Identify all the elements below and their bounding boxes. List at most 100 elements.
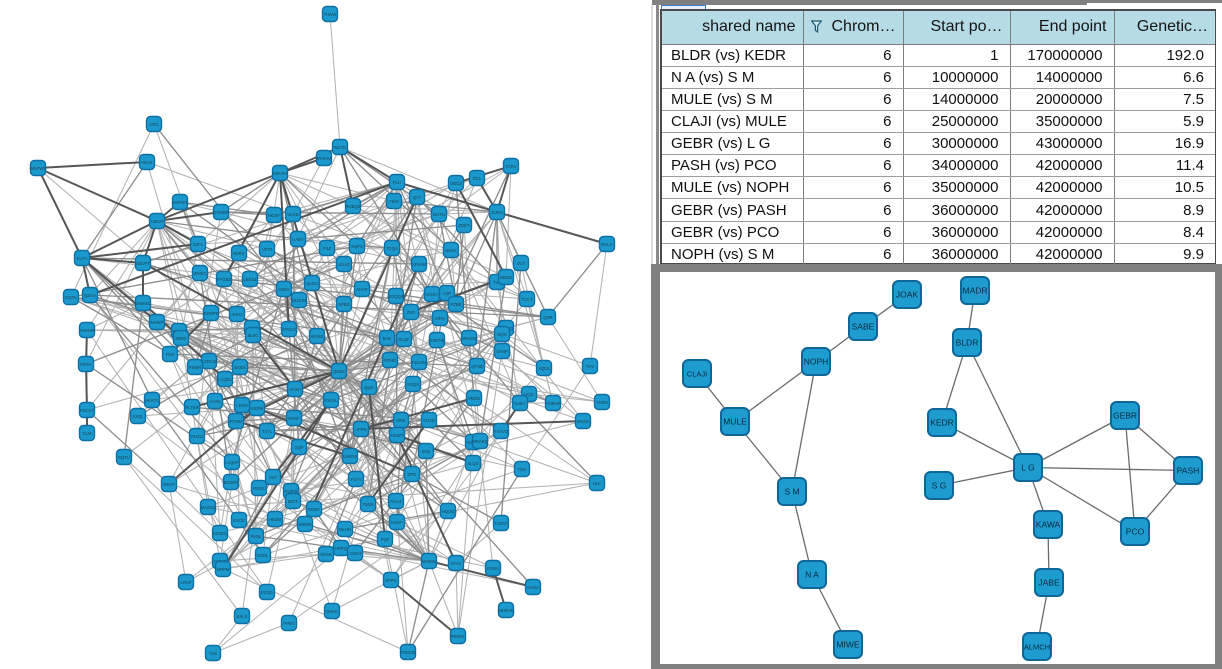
svg-text:WMEC: WMEC bbox=[193, 271, 206, 276]
svg-text:NAEV: NAEV bbox=[514, 401, 526, 406]
svg-text:MCKF: MCKF bbox=[268, 213, 280, 218]
svg-text:HQD: HQD bbox=[524, 392, 533, 397]
svg-text:PXZAL: PXZAL bbox=[324, 398, 338, 403]
svg-text:HHHHR: HHHHR bbox=[79, 328, 94, 333]
svg-text:N A: N A bbox=[805, 569, 819, 579]
svg-text:UAEV: UAEV bbox=[292, 237, 304, 242]
svg-text:STKCS: STKCS bbox=[282, 327, 296, 332]
svg-text:MSHT: MSHT bbox=[163, 482, 175, 487]
svg-text:BQTU: BQTU bbox=[118, 455, 130, 460]
svg-text:SPBG: SPBG bbox=[338, 302, 350, 307]
svg-text:ZBRC: ZBRC bbox=[175, 336, 186, 341]
svg-text:CLAJI: CLAJI bbox=[687, 369, 707, 378]
svg-text:XFNAB: XFNAB bbox=[412, 262, 426, 267]
svg-text:GBGZ: GBGZ bbox=[450, 181, 462, 186]
svg-text:QQX: QQX bbox=[364, 385, 374, 390]
svg-text:XQES: XQES bbox=[538, 366, 550, 371]
svg-text:ARUSW: ARUSW bbox=[461, 336, 477, 341]
svg-text:KEPM: KEPM bbox=[251, 406, 263, 411]
svg-text:SABE: SABE bbox=[852, 321, 875, 331]
svg-text:TXS: TXS bbox=[209, 651, 217, 656]
svg-text:BAE: BAE bbox=[383, 336, 392, 341]
svg-text:SLQS: SLQS bbox=[467, 461, 478, 466]
svg-text:SGEH: SGEH bbox=[349, 551, 361, 556]
svg-text:LRCP: LRCP bbox=[180, 580, 191, 585]
svg-text:RTNM: RTNM bbox=[230, 419, 243, 424]
svg-text:ZGQQS: ZGQQS bbox=[388, 294, 403, 299]
svg-text:MNK: MNK bbox=[396, 418, 406, 423]
svg-text:NQN: NQN bbox=[497, 332, 506, 337]
svg-text:VLGD: VLGD bbox=[287, 212, 298, 217]
svg-text:AHAP: AHAP bbox=[356, 287, 368, 292]
svg-text:ENS: ENS bbox=[422, 449, 431, 454]
svg-text:WUKE: WUKE bbox=[311, 334, 324, 339]
svg-text:KEDR: KEDR bbox=[930, 417, 954, 427]
svg-text:NESX: NESX bbox=[445, 248, 457, 253]
svg-text:TSTL: TSTL bbox=[262, 429, 273, 434]
svg-text:UWEM: UWEM bbox=[343, 454, 357, 459]
svg-text:PLU: PLU bbox=[393, 180, 401, 185]
svg-text:EZSES: EZSES bbox=[213, 531, 227, 536]
svg-text:EXCE: EXCE bbox=[233, 518, 245, 523]
svg-text:QFHE: QFHE bbox=[471, 364, 483, 369]
svg-text:WDN: WDN bbox=[279, 287, 289, 292]
svg-text:GBVFT: GBVFT bbox=[136, 261, 150, 266]
svg-text:MADR: MADR bbox=[962, 285, 987, 295]
svg-text:XKXTC: XKXTC bbox=[145, 398, 159, 403]
svg-text:EHLH: EHLH bbox=[601, 242, 612, 247]
svg-text:AFPN: AFPN bbox=[355, 427, 366, 432]
svg-text:TMBHF: TMBHF bbox=[546, 401, 561, 406]
svg-text:DQTK: DQTK bbox=[65, 295, 77, 300]
svg-text:MHRUN: MHRUN bbox=[498, 608, 514, 613]
svg-text:AZP: AZP bbox=[443, 291, 451, 296]
svg-text:TCRV: TCRV bbox=[505, 164, 517, 169]
svg-text:TCQX: TCQX bbox=[386, 246, 398, 251]
svg-text:KSBTW: KSBTW bbox=[430, 338, 445, 343]
svg-text:CRG: CRG bbox=[149, 122, 158, 127]
svg-text:RESS: RESS bbox=[253, 486, 265, 491]
svg-text:FFGBZ: FFGBZ bbox=[217, 277, 231, 282]
svg-text:PANL: PANL bbox=[251, 534, 262, 539]
svg-text:XQPX: XQPX bbox=[351, 244, 363, 249]
svg-text:QNES: QNES bbox=[333, 369, 345, 374]
svg-text:ALMCH: ALMCH bbox=[1024, 642, 1050, 651]
svg-text:BLDR: BLDR bbox=[956, 337, 979, 347]
svg-text:BXBX: BXBX bbox=[234, 365, 245, 370]
svg-text:BERX: BERX bbox=[233, 251, 245, 256]
svg-text:FSZ: FSZ bbox=[323, 246, 331, 251]
svg-text:AHHZ: AHHZ bbox=[231, 312, 243, 317]
svg-text:RHZU: RHZU bbox=[191, 434, 203, 439]
svg-text:PZBB: PZBB bbox=[451, 302, 462, 307]
svg-text:GLM: GLM bbox=[82, 431, 92, 436]
svg-text:QLGU: QLGU bbox=[306, 281, 318, 286]
svg-text:TXXVQ: TXXVQ bbox=[494, 429, 509, 434]
svg-text:HRPQ: HRPQ bbox=[335, 546, 348, 551]
svg-text:PDXA: PDXA bbox=[80, 362, 92, 367]
svg-text:PSWR: PSWR bbox=[189, 365, 202, 370]
svg-text:PLTKR: PLTKR bbox=[185, 405, 198, 410]
svg-text:FMX: FMX bbox=[166, 352, 175, 357]
svg-text:LFEM: LFEM bbox=[236, 403, 248, 408]
svg-text:XXQL: XXQL bbox=[132, 414, 144, 419]
svg-text:DSNS: DSNS bbox=[487, 566, 499, 571]
svg-text:PCO: PCO bbox=[1126, 526, 1145, 536]
svg-text:QNR: QNR bbox=[543, 315, 552, 320]
svg-text:ZNG: ZNG bbox=[407, 310, 416, 315]
svg-text:UGAC: UGAC bbox=[338, 262, 350, 267]
svg-text:FCFA: FCFA bbox=[351, 477, 362, 482]
svg-text:XVZFE: XVZFE bbox=[284, 489, 298, 494]
svg-text:S M: S M bbox=[784, 486, 799, 496]
svg-text:WBNN: WBNN bbox=[299, 522, 312, 527]
svg-text:LCQEL: LCQEL bbox=[218, 377, 232, 382]
svg-text:MULE: MULE bbox=[723, 416, 747, 426]
svg-text:KPGF: KPGF bbox=[288, 416, 300, 421]
svg-text:RGAZ: RGAZ bbox=[390, 499, 402, 504]
svg-text:LLQHF: LLQHF bbox=[225, 460, 239, 465]
svg-text:SGQS: SGQS bbox=[407, 382, 419, 387]
svg-text:MRPM: MRPM bbox=[217, 567, 230, 572]
svg-text:CHXD: CHXD bbox=[423, 418, 435, 423]
svg-text:NTAS: NTAS bbox=[451, 561, 462, 566]
svg-text:BHTN: BHTN bbox=[433, 212, 444, 217]
svg-text:MLDHM: MLDHM bbox=[291, 298, 307, 303]
svg-text:GQF: GQF bbox=[294, 445, 304, 450]
